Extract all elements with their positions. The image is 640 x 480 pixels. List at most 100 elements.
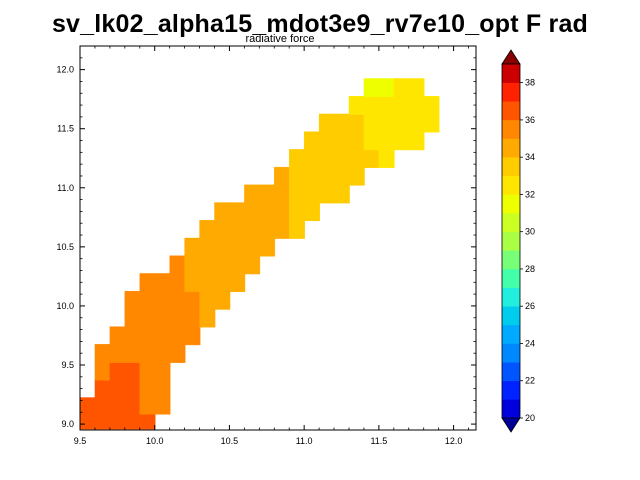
heatmap-cell bbox=[124, 326, 141, 346]
heatmap-cell bbox=[348, 149, 365, 168]
heatmap-cell bbox=[139, 290, 156, 310]
heatmap-cell bbox=[169, 308, 186, 328]
heatmap-cell bbox=[333, 184, 350, 204]
heatmap-cell bbox=[318, 131, 335, 151]
heatmap-cell bbox=[139, 413, 156, 430]
heatmap-cell bbox=[109, 397, 126, 415]
heatmap-cell bbox=[289, 220, 305, 239]
heatmap-cell bbox=[259, 220, 276, 239]
heatmap-cell bbox=[154, 344, 171, 363]
heatmap-cell bbox=[79, 397, 96, 415]
heatmap-cell bbox=[333, 149, 350, 168]
heatmap-cell bbox=[259, 237, 276, 257]
heatmap-cell bbox=[154, 290, 171, 310]
heatmap-cell bbox=[393, 78, 410, 98]
heatmap-cell bbox=[139, 344, 156, 363]
heatmap-cell bbox=[184, 308, 201, 328]
heatmap-cell bbox=[289, 166, 305, 186]
heatmap-cell bbox=[109, 326, 126, 346]
colorbar-band bbox=[502, 380, 520, 400]
heatmap-cell bbox=[124, 344, 141, 363]
colorbar-band bbox=[502, 119, 520, 139]
colorbar-label: 24 bbox=[525, 338, 535, 348]
heatmap-cell bbox=[199, 308, 216, 328]
heatmap-cell bbox=[169, 344, 186, 363]
heatmap-cell bbox=[363, 131, 380, 151]
x-tick-label: 11.0 bbox=[296, 436, 313, 446]
heatmap-cell bbox=[139, 273, 156, 292]
heatmap-cell bbox=[199, 237, 216, 257]
heatmap-cell bbox=[289, 184, 305, 204]
heatmap-cell bbox=[94, 361, 111, 381]
heatmap-cell bbox=[154, 397, 171, 415]
colorbar-band bbox=[502, 82, 520, 102]
heatmap-cell bbox=[214, 290, 231, 310]
heatmap-cell bbox=[318, 184, 335, 204]
heatmap-cell bbox=[124, 308, 141, 328]
colorbar-band bbox=[502, 268, 520, 288]
colorbar-band bbox=[502, 343, 520, 363]
heatmap-cell bbox=[259, 184, 276, 204]
heatmap-cell bbox=[303, 149, 320, 168]
heatmap-cell bbox=[94, 397, 111, 415]
colorbar-label: 34 bbox=[525, 152, 535, 162]
heatmap-cell bbox=[318, 113, 335, 133]
heatmap-cell bbox=[139, 397, 156, 415]
heatmap-cell bbox=[318, 166, 335, 186]
heatmap-cell bbox=[109, 344, 126, 363]
heatmap-cell bbox=[184, 237, 201, 257]
heatmap-cell bbox=[109, 379, 126, 399]
heatmap-cell bbox=[184, 273, 201, 292]
heatmap-cell bbox=[303, 166, 320, 186]
heatmap-cell bbox=[289, 149, 305, 168]
heatmap-cell bbox=[214, 220, 231, 239]
colorbar-band bbox=[502, 138, 520, 158]
heatmap-cell bbox=[408, 96, 425, 115]
heatmap-cell bbox=[169, 290, 186, 310]
heatmap-cell bbox=[184, 326, 201, 346]
heatmap-cell bbox=[378, 78, 395, 98]
heatmap-cell bbox=[154, 361, 171, 381]
colorbar-band bbox=[502, 175, 520, 195]
heatmap-cell bbox=[139, 308, 156, 328]
heatmap-cells bbox=[79, 78, 440, 430]
colorbar-label: 28 bbox=[525, 264, 535, 274]
heatmap-cell bbox=[423, 113, 440, 133]
heatmap-cell bbox=[94, 344, 111, 363]
heatmap-cell bbox=[94, 413, 111, 430]
heatmap-cell bbox=[393, 131, 410, 151]
heatmap-cell bbox=[348, 113, 365, 133]
colorbar-label: 32 bbox=[525, 189, 535, 199]
colorbar-label: 30 bbox=[525, 227, 535, 237]
colorbar-under-arrow bbox=[501, 417, 521, 433]
heatmap-cell bbox=[348, 166, 365, 186]
heatmap-cell bbox=[378, 96, 395, 115]
x-tick-label: 10.0 bbox=[146, 436, 164, 446]
heatmap-cell bbox=[124, 290, 141, 310]
heatmap-cell bbox=[124, 413, 141, 430]
colorbar-band bbox=[502, 213, 520, 232]
page-title: sv_lk02_alpha15_mdot3e9_rv7e10_opt F rad bbox=[51, 10, 589, 38]
colorbar-label: 26 bbox=[525, 301, 535, 311]
heatmap-cell bbox=[303, 184, 320, 204]
x-tick-label: 12.0 bbox=[445, 436, 463, 446]
heatmap-cell bbox=[303, 202, 320, 222]
heatmap-cell bbox=[214, 202, 231, 222]
heatmap-cell bbox=[244, 202, 261, 222]
y-tick-label: 9.0 bbox=[61, 419, 74, 429]
heatmap-cell bbox=[154, 379, 171, 399]
colorbar-band bbox=[502, 64, 520, 83]
plot-subtitle: radiative force bbox=[245, 33, 315, 45]
y-axis: 9.0 9.5 10.0 10.5 11.0 11.5 12.0 bbox=[56, 45, 476, 429]
heatmap-cell bbox=[139, 326, 156, 346]
heatmap-cell bbox=[333, 113, 350, 133]
y-tick-label: 12.0 bbox=[56, 65, 74, 75]
colorbar-band bbox=[502, 157, 520, 177]
heatmap-cell bbox=[229, 273, 246, 292]
colorbar-label: 22 bbox=[525, 376, 535, 386]
heatmap-cell bbox=[274, 166, 291, 186]
heatmap-cell bbox=[124, 397, 141, 415]
colorbar-band bbox=[502, 194, 520, 214]
heatmap-cell bbox=[378, 131, 395, 151]
plot-frame bbox=[79, 45, 477, 431]
